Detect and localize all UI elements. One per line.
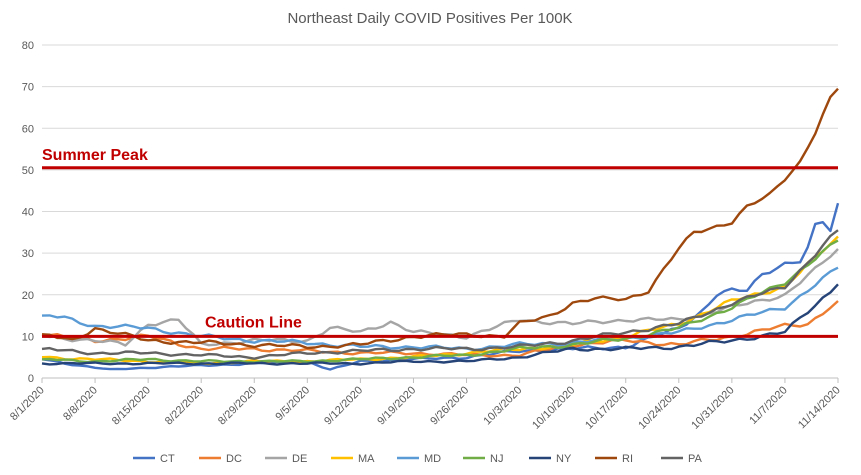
legend-label: RI <box>622 453 633 465</box>
legend-label: DC <box>226 453 242 465</box>
series-line-pa <box>41 229 839 360</box>
x-tick-label: 8/29/2020 <box>216 384 259 427</box>
series-line-ri <box>41 87 839 350</box>
x-tick-label: 11/7/2020 <box>747 384 790 427</box>
x-tick-label: 10/24/2020 <box>636 384 683 431</box>
reference-line-label: Summer Peak <box>42 147 148 164</box>
legend: CT DC DE MA MD NJ NY RI PA <box>133 453 703 465</box>
chart-title: Northeast Daily COVID Positives Per 100K <box>287 10 572 27</box>
x-tick-label: 9/12/2020 <box>322 384 365 427</box>
legend-item: DC <box>199 453 242 465</box>
legend-item: PA <box>661 453 703 465</box>
y-tick-label: 0 <box>28 373 34 385</box>
x-tick-label: 9/26/2020 <box>428 384 471 427</box>
y-tick-label: 20 <box>22 290 34 302</box>
x-tick-label: 11/14/2020 <box>796 384 843 431</box>
legend-item: NY <box>529 453 572 465</box>
series-line-ny <box>41 283 839 366</box>
axes: 0 10 20 30 40 50 60 70 80 8/1/2020 8/8/2020 8/15/20… <box>8 40 843 432</box>
series-line-ma <box>41 235 839 366</box>
series-line-ct <box>41 202 840 371</box>
legend-item: CT <box>133 453 175 465</box>
x-tick-label: 8/15/2020 <box>110 384 153 427</box>
y-tick-label: 50 <box>22 165 34 177</box>
legend-label: NY <box>556 453 572 465</box>
x-tick-label: 9/19/2020 <box>375 384 418 427</box>
y-tick-label: 40 <box>22 207 34 219</box>
x-tick-label: 10/10/2020 <box>530 384 577 431</box>
reference-lines: Summer Peak Caution Line <box>42 147 838 338</box>
legend-item: DE <box>265 453 307 465</box>
y-tick-label: 30 <box>22 248 34 260</box>
series-line-nj <box>41 239 839 364</box>
legend-item: MA <box>331 453 375 465</box>
reference-line-label: Caution Line <box>205 314 302 331</box>
legend-label: MA <box>358 453 375 465</box>
legend-label: CT <box>160 453 175 465</box>
y-tick-label: 70 <box>22 82 34 94</box>
x-tick-label: 10/17/2020 <box>583 384 630 431</box>
series-lines <box>41 87 840 371</box>
legend-item: RI <box>595 453 633 465</box>
legend-label: DE <box>292 453 307 465</box>
legend-label: PA <box>688 453 703 465</box>
y-tick-label: 80 <box>22 40 34 52</box>
x-tick-label: 9/5/2020 <box>273 384 312 423</box>
legend-label: MD <box>424 453 441 465</box>
x-tick-label: 10/31/2020 <box>689 384 736 431</box>
x-tick-label: 8/8/2020 <box>61 384 100 423</box>
x-tick-label: 8/22/2020 <box>163 384 206 427</box>
grid-lines <box>42 44 838 337</box>
x-tick-label: 10/3/2020 <box>481 384 524 427</box>
y-tick-label: 10 <box>22 331 34 343</box>
y-tick-label: 60 <box>22 123 34 135</box>
legend-label: NJ <box>490 453 503 465</box>
legend-item: NJ <box>463 453 503 465</box>
legend-item: MD <box>397 453 441 465</box>
x-tick-label: 8/1/2020 <box>8 384 47 423</box>
